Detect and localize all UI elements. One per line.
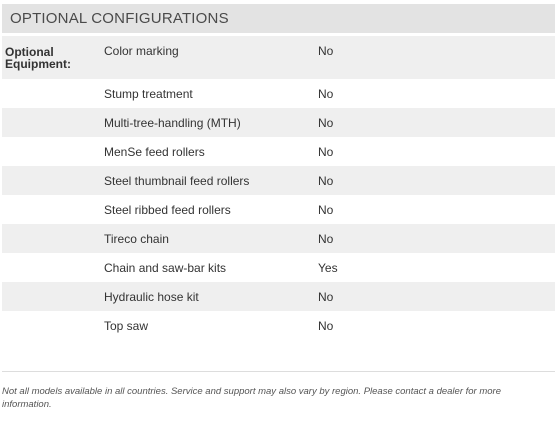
item-label: Steel thumbnail feed rollers — [104, 174, 250, 188]
item-value: No — [318, 87, 334, 101]
table-row: Stump treatment No — [2, 79, 555, 108]
section-header: OPTIONAL CONFIGURATIONS — [2, 4, 555, 33]
table-row: Multi-tree-handling (MTH) No — [2, 108, 555, 137]
group-label-line2: Equipment: — [5, 57, 71, 71]
item-value: No — [318, 145, 334, 159]
section-title: OPTIONAL CONFIGURATIONS — [10, 10, 229, 27]
group-label-line1: Optional — [5, 45, 54, 59]
item-label: Chain and saw-bar kits — [104, 261, 227, 275]
optional-equipment-table: Optional Equipment: Color marking No Stu… — [2, 36, 555, 340]
item-value: No — [318, 44, 334, 58]
table-row: Steel ribbed feed rollers No — [2, 195, 555, 224]
item-label: Color marking — [104, 44, 179, 58]
table-row: Top saw No — [2, 311, 555, 340]
footer-divider — [2, 371, 555, 372]
item-value: Yes — [318, 261, 338, 275]
item-value: No — [318, 290, 334, 304]
table-row: Tireco chain No — [2, 224, 555, 253]
item-value: No — [318, 174, 334, 188]
item-value: No — [318, 319, 334, 333]
group-label: Optional Equipment: — [5, 46, 95, 70]
item-label: Top saw — [104, 319, 149, 333]
item-label: Hydraulic hose kit — [104, 290, 199, 304]
item-label: MenSe feed rollers — [104, 145, 205, 159]
table-row: Optional Equipment: Color marking No — [2, 36, 555, 79]
item-value: No — [318, 232, 334, 246]
item-label: Multi-tree-handling (MTH) — [104, 116, 241, 130]
table-row: MenSe feed rollers No — [2, 137, 555, 166]
item-value: No — [318, 203, 334, 217]
table-row: Chain and saw-bar kits Yes — [2, 253, 555, 282]
table-row: Steel thumbnail feed rollers No — [2, 166, 555, 195]
item-label: Steel ribbed feed rollers — [104, 203, 231, 217]
item-label: Tireco chain — [104, 232, 169, 246]
item-value: No — [318, 116, 334, 130]
table-row: Hydraulic hose kit No — [2, 282, 555, 311]
availability-footnote: Not all models available in all countrie… — [2, 386, 502, 410]
item-label: Stump treatment — [104, 87, 193, 101]
